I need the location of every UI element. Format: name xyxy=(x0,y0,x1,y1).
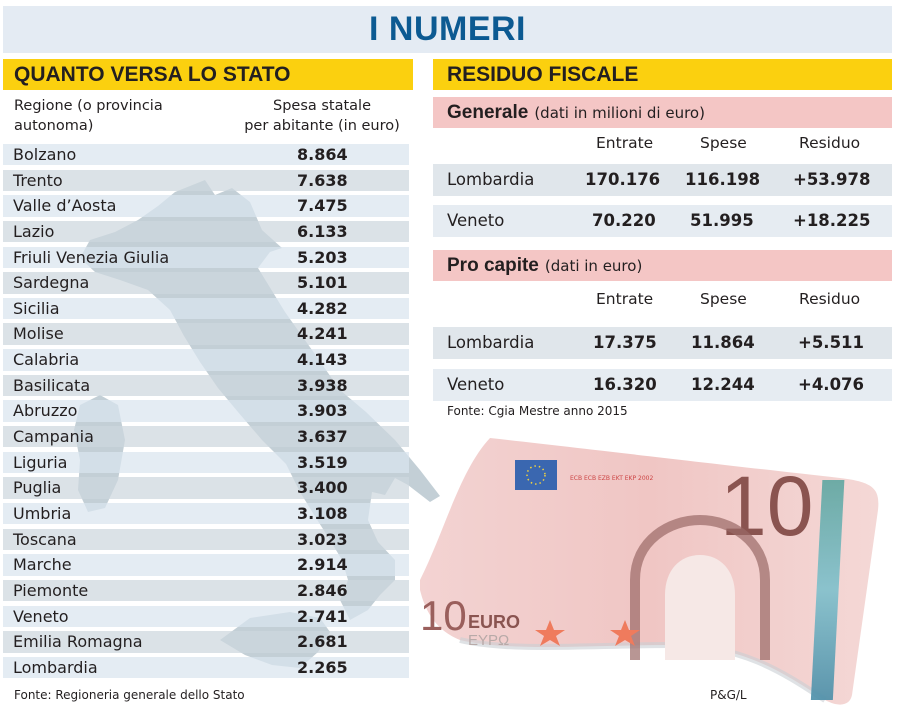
subsection-label: Generale xyxy=(447,101,529,123)
table-row: Abruzzo 3.903 xyxy=(3,400,409,422)
table-row: Bolzano 8.864 xyxy=(3,144,409,166)
table-row: Friuli Venezia Giulia 5.203 xyxy=(3,246,409,268)
column-header-spesa: Spesa statale per abitante (in euro) xyxy=(244,98,400,134)
pro-capite-column-headers: Entrate Spese Residuo xyxy=(596,290,861,308)
table-row: Calabria 4.143 xyxy=(3,349,409,371)
euro-banknote-icon: ECB ECB EZB EKT EKP 2002 10 10 EURO ΕΥΡΩ xyxy=(420,438,879,705)
table-row: Puglia 3.400 xyxy=(3,477,409,499)
table-row: Lombardia 2.265 xyxy=(3,656,409,679)
table-row: Emilia Romagna 2.681 xyxy=(3,631,409,653)
table-row: Umbria 3.108 xyxy=(3,502,409,525)
table-row: Sardegna 5.101 xyxy=(3,272,409,294)
table-row: Lombardia 170.176 116.198 +53.978 xyxy=(433,164,892,196)
table-row: Veneto 16.320 12.244 +4.076 xyxy=(433,369,892,401)
subsection-pro-capite: Pro capite (dati in euro) xyxy=(433,250,892,281)
section-title-quanto-versa: QUANTO VERSA LO STATO xyxy=(3,59,413,90)
header-banner: I NUMERI xyxy=(3,6,892,53)
svg-text:ECB ECB EZB EKT EKP 2002: ECB ECB EZB EKT EKP 2002 xyxy=(570,475,653,482)
table-row: Campania 3.637 xyxy=(3,426,409,448)
table-row: Toscana 3.023 xyxy=(3,528,409,550)
table-row: Veneto 70.220 51.995 +18.225 xyxy=(433,205,892,237)
source-note-left: Fonte: Regioneria generale dello Stato xyxy=(14,688,245,702)
credit-label: P&G/L xyxy=(710,688,747,702)
table-row: Marche 2.914 xyxy=(3,554,409,576)
table-row: Basilicata 3.938 xyxy=(3,374,409,397)
svg-text:ΕΥΡΩ: ΕΥΡΩ xyxy=(468,632,509,649)
svg-text:10: 10 xyxy=(420,592,467,639)
column-header-region: Regione (o provincia autonoma) xyxy=(14,98,163,134)
table-row: Liguria 3.519 xyxy=(3,451,409,474)
source-note-right: Fonte: Cgia Mestre anno 2015 xyxy=(447,404,628,418)
table-row: Molise 4.241 xyxy=(3,323,409,345)
table-row: Piemonte 2.846 xyxy=(3,579,409,602)
table-row: Sicilia 4.282 xyxy=(3,297,409,320)
table-row: Veneto 2.741 xyxy=(3,605,409,627)
svg-text:10: 10 xyxy=(720,459,813,553)
table-row: Lombardia 17.375 11.864 +5.511 xyxy=(433,327,892,359)
svg-text:EURO: EURO xyxy=(468,612,520,632)
subsection-label: Pro capite xyxy=(447,254,539,276)
subsection-unit: (dati in euro) xyxy=(544,256,643,275)
page-title: I NUMERI xyxy=(369,10,526,48)
subsection-unit: (dati in milioni di euro) xyxy=(534,103,705,122)
section-title-residuo-fiscale: RESIDUO FISCALE xyxy=(433,59,892,90)
subsection-generale: Generale (dati in milioni di euro) xyxy=(433,97,892,128)
table-row: Trento 7.638 xyxy=(3,169,409,192)
table-row: Valle d’Aosta 7.475 xyxy=(3,195,409,217)
table-row: Lazio 6.133 xyxy=(3,220,409,243)
spesa-statale-table: Bolzano 8.864 Trento 7.638 Valle d’Aosta 7.… xyxy=(3,144,409,682)
generale-column-headers: Entrate Spese Residuo xyxy=(596,134,861,152)
